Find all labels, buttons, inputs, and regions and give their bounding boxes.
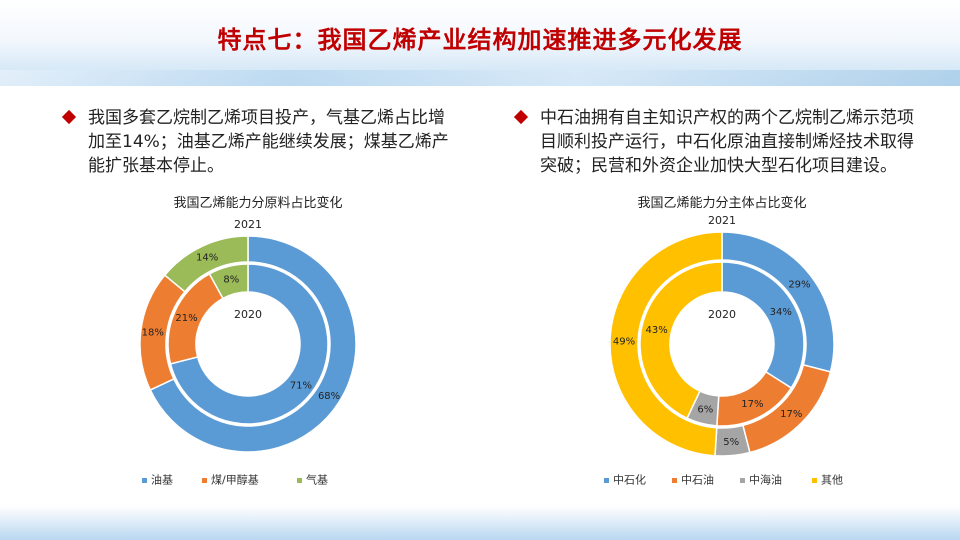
bullet-right-text: 中石油拥有自主知识产权的两个乙烷制乙烯示范项目顺利投产运行，中石化原油直接制烯烃… — [540, 108, 914, 176]
bullet-diamond-icon — [61, 109, 77, 125]
slice-label-2021-其他: 49% — [613, 336, 635, 347]
legend-label-中海油: 中海油 — [749, 473, 782, 487]
donut-chart-ownership: 2021 2020 29% 17% 5% 49% 34% 17% 6% 43% 中石化 中石油 中海油 其… — [604, 214, 843, 487]
chart-title-left: 我国乙烯能力分原料占比变化 — [173, 196, 343, 211]
bullet-diamond-icon — [513, 109, 529, 125]
slice-label-2020-其他: 43% — [645, 325, 667, 336]
slide-title: 特点七：我国乙烯产业结构加速推进多元化发展 — [217, 26, 743, 54]
slice-label-2020-油基: 71% — [290, 381, 312, 392]
slice-label-2021-中石油: 17% — [780, 409, 802, 420]
chart-title-right: 我国乙烯能力分主体占比变化 — [637, 196, 807, 211]
outer-ring-year-label: 2021 — [708, 214, 736, 227]
legend-label-中石油: 中石油 — [681, 473, 714, 487]
legend-label-油基: 油基 — [151, 473, 173, 487]
legend-label-其他: 其他 — [821, 474, 843, 487]
footer-band — [0, 506, 960, 540]
legend-swatch-中海油 — [740, 478, 745, 483]
slice-label-2020-中石油: 17% — [741, 399, 763, 410]
legend-swatch-气基 — [297, 478, 302, 483]
legend-swatch-中石化 — [604, 478, 609, 483]
slice-label-2021-中海油: 5% — [723, 437, 739, 448]
slice-2021-其他 — [609, 231, 723, 457]
outer-ring-year-label: 2021 — [234, 218, 262, 231]
slice-label-2020-气基: 8% — [223, 275, 239, 286]
donut-chart-feedstock: 2021 2020 68% 18% 14% 71% 21% 8% 油基 煤/甲醇基 气基 — [139, 218, 357, 487]
slice-2020-气基 — [208, 263, 249, 300]
slice-label-2021-中石化: 29% — [788, 279, 810, 290]
legend-swatch-其他 — [812, 478, 817, 483]
inner-ring-year-label: 2020 — [708, 308, 736, 321]
legend-swatch-中石油 — [672, 478, 677, 483]
legend-label-煤/甲醇基: 煤/甲醇基 — [211, 473, 259, 487]
legend-swatch-煤/甲醇基 — [202, 478, 207, 483]
slice-2021-油基 — [149, 235, 357, 453]
inner-ring-year-label: 2020 — [234, 308, 262, 321]
slice-label-2020-煤/甲醇基: 21% — [175, 313, 197, 324]
slice-label-2020-中海油: 6% — [697, 404, 713, 415]
slice-2020-中石化 — [721, 261, 805, 389]
slice-2020-油基 — [169, 263, 329, 425]
slice-label-2021-气基: 14% — [196, 253, 218, 264]
slice-label-2021-油基: 68% — [318, 391, 340, 402]
legend-label-气基: 气基 — [306, 473, 328, 487]
bullet-left-text: 我国多套乙烷制乙烯项目投产，气基乙烯占比增加至14%；油基乙烯产能继续发展；煤基… — [88, 108, 449, 176]
slice-2020-其他 — [639, 261, 723, 420]
header-stripe — [0, 70, 960, 86]
legend-label-中石化: 中石化 — [613, 473, 646, 487]
legend-swatch-油基 — [142, 478, 147, 483]
slice-2021-气基 — [163, 235, 249, 293]
slice-label-2021-煤/甲醇基: 18% — [142, 327, 164, 338]
slice-label-2020-中石化: 34% — [770, 307, 792, 318]
